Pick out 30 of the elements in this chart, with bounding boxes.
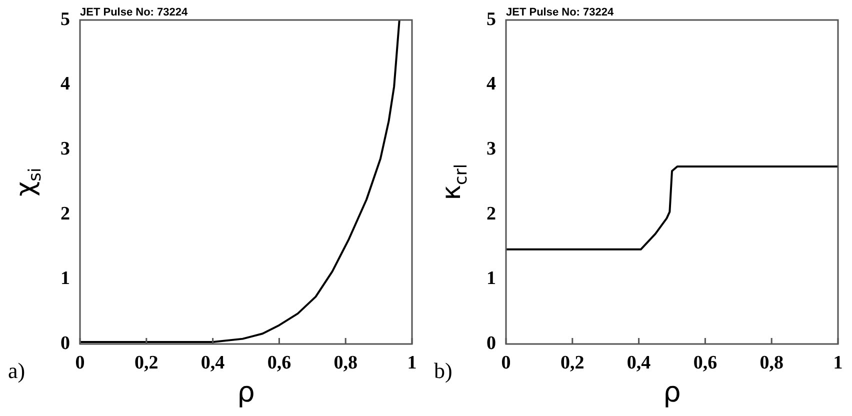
x-tick-label: 1 — [407, 352, 417, 374]
y-tick-label: 1 — [60, 268, 70, 290]
x-axis-title: ρ — [237, 375, 255, 408]
text: a) — [8, 358, 26, 384]
x-tick-label: 1 — [833, 352, 843, 374]
y-tick-label: 5 — [486, 8, 496, 30]
y-tick-label: 4 — [60, 74, 70, 95]
y-tick-label: 1 — [486, 268, 496, 290]
y-tick-label: 3 — [486, 138, 496, 160]
x-tick-label: 0,2 — [134, 352, 158, 374]
x-tick-label: 0,8 — [334, 352, 358, 374]
x-tick-label: 0,6 — [267, 352, 292, 374]
chart-title: JET Pulse No: 73224 — [506, 6, 614, 19]
text: b) — [434, 358, 452, 384]
x-tick-label: 0,2 — [560, 352, 584, 374]
x-tick-label: 0 — [501, 352, 511, 374]
chart-title: JET Pulse No: 73224 — [80, 6, 188, 19]
y-tick-label: 5 — [60, 8, 70, 30]
x-axis-title: ρ — [663, 375, 681, 408]
y-tick-label: 0 — [486, 332, 496, 354]
x-tick-label: 0,4 — [200, 352, 226, 374]
x-tick-label: 0,8 — [760, 352, 784, 374]
x-tick-label: 0,6 — [693, 352, 718, 374]
y-tick-label: 0 — [60, 332, 70, 354]
x-tick-label: 0 — [75, 352, 85, 374]
y-tick-label: 2 — [60, 203, 70, 224]
y-tick-label: 4 — [486, 74, 496, 95]
x-tick-label: 0,4 — [626, 352, 652, 374]
y-tick-label: 2 — [486, 203, 496, 224]
y-tick-label: 3 — [60, 138, 70, 160]
